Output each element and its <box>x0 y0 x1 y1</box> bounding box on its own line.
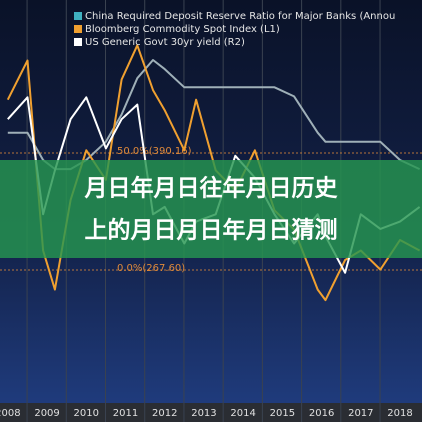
annotation-label: 50.0%(390.16) <box>117 146 192 157</box>
legend-swatch <box>74 12 82 20</box>
annotation-label: 0.0%(267.60) <box>117 263 185 274</box>
banner-title: 月日年月日往年月日历史 <box>84 175 339 202</box>
x-tick-label: 2016 <box>309 408 334 419</box>
x-tick-label: 2010 <box>74 408 99 419</box>
x-tick-label: 2009 <box>34 408 59 419</box>
x-tick-label: 2012 <box>152 408 177 419</box>
banner <box>0 160 422 258</box>
legend-swatch <box>74 25 82 33</box>
banner-title: 上的月日月日年月日猜测 <box>85 217 338 244</box>
x-tick-label: 2011 <box>113 408 138 419</box>
legend-label: US Generic Govt 30yr yield (R2) <box>85 37 245 48</box>
legend-label: China Required Deposit Reserve Ratio for… <box>85 11 395 22</box>
x-tick-label: 2014 <box>230 408 255 419</box>
x-tick-label: 2013 <box>191 408 216 419</box>
x-tick-label: 2008 <box>0 408 21 419</box>
legend: China Required Deposit Reserve Ratio for… <box>74 11 395 48</box>
x-tick-label: 2017 <box>348 408 373 419</box>
x-tick-label: 2015 <box>270 408 295 419</box>
legend-swatch <box>74 38 82 46</box>
x-tick-label: 2018 <box>387 408 412 419</box>
legend-label: Bloomberg Commodity Spot Index (L1) <box>85 24 280 35</box>
